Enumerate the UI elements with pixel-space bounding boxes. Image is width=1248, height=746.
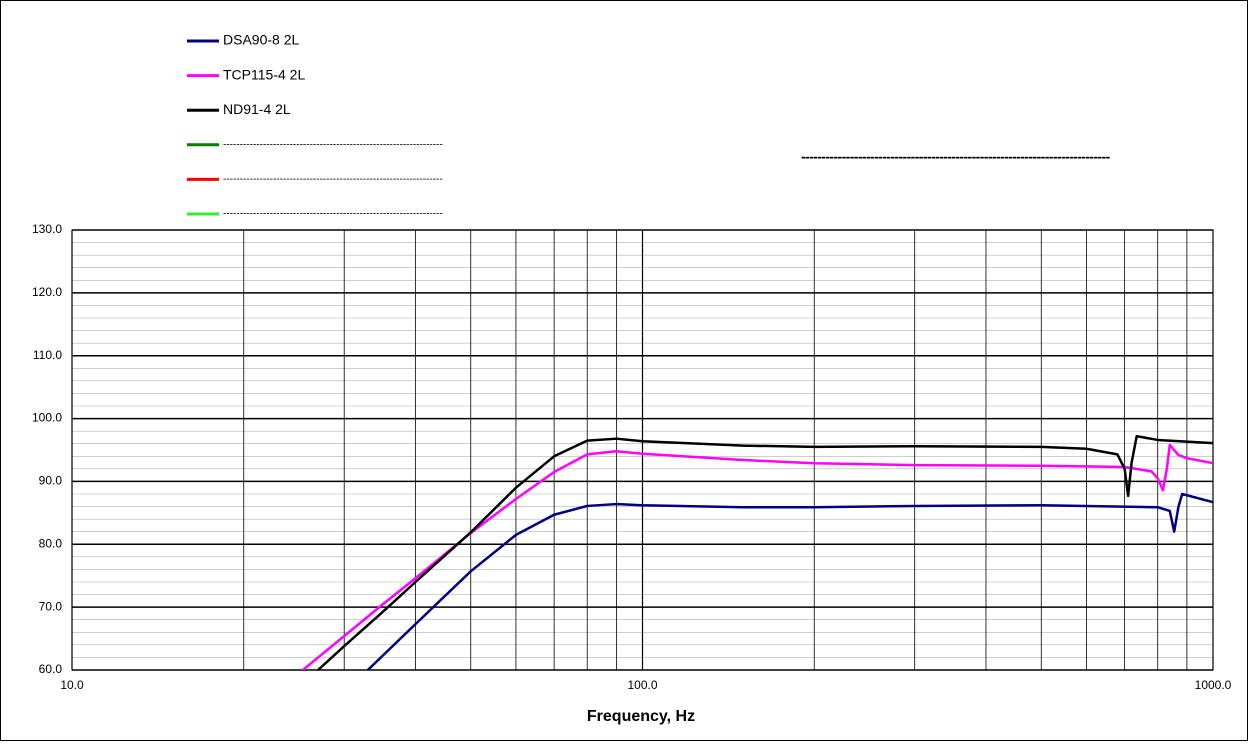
y-tick-label: 100.0 [32,411,62,425]
legend-label: ----------------------------------------… [223,139,443,150]
legend-label: DSA90-8 2L [223,32,299,48]
y-tick-label: 70.0 [39,599,63,613]
series-line [317,434,1213,670]
y-tick-label: 80.0 [39,536,63,550]
annotation: ----------------------------------------… [801,149,1111,165]
y-tick-label: 120.0 [32,285,62,299]
legend-label: ----------------------------------------… [223,174,443,185]
legend-label: TCP115-4 2L [223,66,305,82]
y-tick-label: 130.0 [32,222,62,236]
y-tick-label: 110.0 [33,348,62,362]
x-tick-label: 1000.0 [1195,678,1232,692]
x-tick-label: 100.0 [627,678,657,692]
x-axis-title: Frequency, Hz [587,708,695,725]
y-tick-label: 90.0 [39,474,63,488]
legend-label: ND91-4 2L [223,101,291,117]
legend-label: ----------------------------------------… [223,209,443,220]
series-line [366,492,1213,670]
plot-border [71,229,1214,671]
plot-clip [300,434,1213,670]
y-tick-label: 60.0 [39,662,63,676]
x-tick-label: 10.0 [60,678,84,692]
